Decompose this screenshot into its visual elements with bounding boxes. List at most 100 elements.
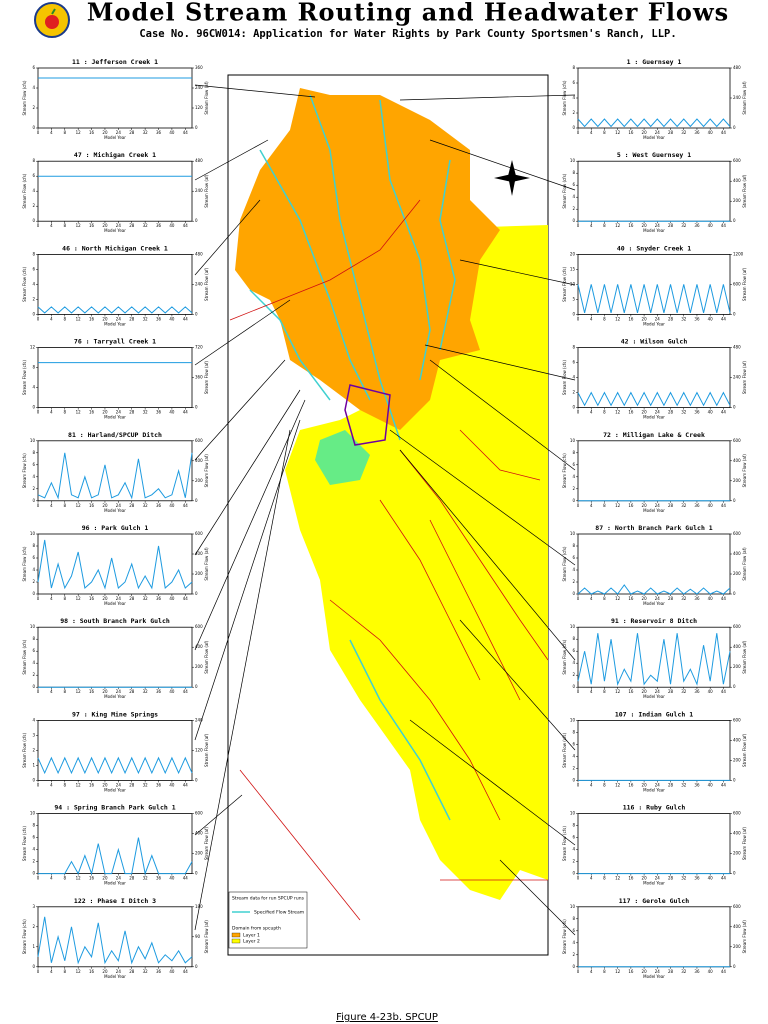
x-tick-label: 40	[708, 689, 714, 694]
y-tick-label: 2	[32, 486, 35, 491]
x-tick-label: 40	[169, 223, 175, 228]
x-axis-label: Model Year	[104, 601, 126, 606]
x-tick-label: 20	[642, 689, 648, 694]
y2-axis-label: Stream Flow (af)	[204, 267, 209, 301]
y2-axis-label: Stream Flow (af)	[742, 547, 747, 581]
flow-line	[37, 452, 193, 500]
x-tick-label: 24	[116, 503, 122, 508]
x-tick-label: 28	[668, 782, 674, 787]
x-tick-label: 40	[169, 596, 175, 601]
x-tick-label: 16	[628, 316, 634, 321]
page-subtitle: Case No. 96CW014: Application for Water …	[139, 28, 676, 40]
y-tick-label: 2	[572, 390, 575, 395]
y-tick-label: 0	[32, 777, 35, 782]
y-tick-label: 4	[572, 567, 575, 572]
x-tick-label: 16	[628, 596, 634, 601]
y2-tick-label: 240	[195, 717, 203, 722]
y2-tick-label: 120	[195, 747, 203, 752]
x-tick-label: 0	[37, 316, 40, 321]
x-tick-label: 32	[681, 410, 687, 415]
x-axis-label: Model Year	[104, 228, 126, 233]
small-chart: 98 : South Branch Park Gulch024681002004…	[22, 617, 209, 699]
y-tick-label: 4	[32, 188, 35, 193]
x-tick-label: 36	[156, 223, 162, 228]
x-tick-label: 8	[603, 316, 606, 321]
y-tick-label: 2	[572, 859, 575, 864]
x-tick-label: 32	[681, 596, 687, 601]
y-tick-label: 10	[30, 624, 36, 629]
x-tick-label: 12	[76, 782, 82, 787]
y-tick-label: 0	[572, 218, 575, 223]
plot-frame	[577, 533, 731, 595]
y-tick-label: 2	[32, 859, 35, 864]
x-axis-label: Model Year	[104, 787, 126, 792]
x-tick-label: 40	[708, 782, 714, 787]
y2-axis-label: Stream Flow (af)	[742, 920, 747, 954]
x-tick-label: 44	[721, 876, 727, 881]
y-tick-label: 0	[32, 871, 35, 876]
x-tick-label: 8	[64, 596, 67, 601]
x-tick-label: 24	[655, 969, 661, 974]
y-axis-label: Stream Flow (cfs)	[562, 266, 567, 301]
x-tick-label: 24	[116, 316, 122, 321]
y2-tick-label: 0	[733, 498, 736, 503]
flow-line	[577, 584, 731, 595]
y2-tick-label: 600	[733, 811, 741, 816]
x-tick-label: 4	[50, 876, 53, 881]
x-tick-label: 16	[89, 503, 95, 508]
y-tick-label: 0	[572, 125, 575, 130]
y-axis-label: Stream Flow (cfs)	[22, 919, 27, 954]
figure-caption: Figure 4-23b. SPCUP	[336, 1012, 438, 1023]
y-axis-label: Stream Flow (cfs)	[562, 80, 567, 115]
x-tick-label: 28	[668, 316, 674, 321]
x-tick-label: 36	[694, 130, 700, 135]
x-tick-label: 28	[668, 410, 674, 415]
x-tick-label: 4	[590, 503, 593, 508]
x-tick-label: 32	[143, 876, 149, 881]
x-tick-label: 0	[37, 596, 40, 601]
y2-tick-label: 0	[733, 964, 736, 969]
y-tick-label: 1	[32, 762, 35, 767]
y-tick-label: 1	[32, 944, 35, 949]
x-tick-label: 36	[694, 876, 700, 881]
x-axis-label: Model Year	[643, 974, 665, 979]
x-tick-label: 40	[169, 689, 175, 694]
y2-tick-label: 600	[195, 624, 203, 629]
y-axis-label: Stream Flow (cfs)	[22, 453, 27, 488]
x-tick-label: 28	[129, 503, 135, 508]
x-tick-label: 4	[590, 969, 593, 974]
x-tick-label: 8	[603, 223, 606, 228]
y2-tick-label: 360	[195, 375, 203, 380]
chart-title: 97 : King Mine Springs	[72, 710, 158, 718]
x-tick-label: 8	[64, 969, 67, 974]
x-tick-label: 40	[708, 223, 714, 228]
x-tick-label: 16	[89, 876, 95, 881]
y-tick-label: 8	[572, 65, 575, 70]
x-tick-label: 20	[102, 689, 108, 694]
x-tick-label: 12	[76, 130, 82, 135]
x-tick-label: 8	[64, 316, 67, 321]
x-tick-label: 20	[642, 503, 648, 508]
x-tick-label: 40	[169, 130, 175, 135]
x-tick-label: 44	[721, 689, 727, 694]
plot-frame	[37, 160, 193, 222]
x-tick-label: 36	[156, 130, 162, 135]
y-tick-label: 0	[572, 871, 575, 876]
x-tick-label: 28	[129, 596, 135, 601]
y2-tick-label: 0	[733, 684, 736, 689]
x-tick-label: 20	[102, 410, 108, 415]
y2-tick-label: 0	[733, 125, 736, 130]
y-axis-label: Stream Flow (cfs)	[562, 360, 567, 395]
x-tick-label: 16	[89, 782, 95, 787]
y-tick-label: 2	[32, 747, 35, 752]
x-tick-label: 12	[76, 876, 82, 881]
y2-tick-label: 0	[195, 964, 198, 969]
x-tick-label: 4	[50, 782, 53, 787]
y-axis-label: Stream Flow (cfs)	[22, 360, 27, 395]
y-tick-label: 20	[570, 251, 576, 256]
chart-title: 91 : Reservoir 8 Ditch	[611, 617, 697, 625]
small-chart: 81 : Harland/SPCUP Ditch0246810020040060…	[22, 431, 209, 513]
x-axis-label: Model Year	[104, 135, 126, 140]
small-chart: 72 : Milligan Lake & Creek02468100200400…	[562, 431, 747, 513]
